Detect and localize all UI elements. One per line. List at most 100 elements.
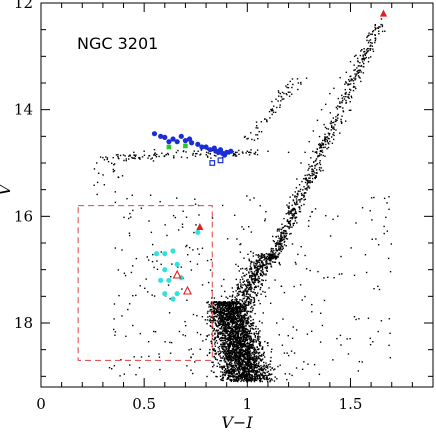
field-star [245,288,247,290]
field-star [244,317,247,320]
field-star [248,283,251,285]
field-star [232,365,234,368]
field-star [236,356,238,359]
field-star [212,348,214,350]
field-star [248,357,250,360]
field-star [286,204,288,206]
field-star [233,318,235,321]
field-star [274,254,276,256]
field-star [245,374,247,376]
field-star [147,341,150,343]
field-star [257,371,259,374]
field-star [269,379,271,382]
field-star [238,302,240,304]
field-star [226,323,229,325]
field-star [233,372,235,374]
field-star [232,305,235,307]
field-star [243,334,245,337]
field-star [243,309,246,311]
field-star [249,350,252,352]
field-star [202,340,204,342]
field-star [229,362,231,364]
field-star [337,215,339,217]
field-star [225,355,227,357]
field-star [113,163,116,165]
field-star [298,199,300,201]
field-star [249,332,251,335]
field-star [219,309,222,312]
field-star [235,365,237,368]
field-star [223,343,225,345]
field-star [225,328,227,330]
field-star [388,344,390,347]
field-star [246,150,249,152]
field-star [160,263,162,266]
field-star [221,312,224,314]
field-star [251,275,254,277]
field-star [340,118,342,121]
field-star [258,361,260,363]
field-star [288,205,290,207]
field-star [221,311,223,313]
field-star [233,371,235,373]
field-star [250,336,252,338]
field-star [341,97,343,99]
field-star [350,109,352,111]
field-star [231,294,234,296]
field-star [222,366,224,369]
field-star [246,318,248,320]
field-star [239,299,241,301]
field-star [374,38,377,40]
field-star [232,343,235,345]
field-star [248,303,250,306]
field-star [167,153,170,156]
field-star [234,313,237,315]
field-star [262,272,265,275]
field-star [262,354,265,356]
field-star [256,294,258,296]
field-star [280,250,282,253]
field-star [308,173,310,176]
field-star [236,366,238,369]
field-star [298,206,300,208]
field-star [237,356,239,359]
field-star [369,56,372,58]
field-star [220,310,222,312]
x-tick-label: 0 [36,395,46,413]
field-star [267,344,269,347]
field-star [226,314,229,316]
field-star [248,361,251,363]
field-star [260,283,262,286]
field-star [254,375,256,377]
field-star [213,329,215,331]
field-star [223,332,225,335]
field-star [234,354,236,357]
field-star [246,336,248,338]
field-star [211,308,213,311]
field-star [244,350,247,353]
field-star [227,304,229,306]
field-star [229,375,232,378]
field-star [229,331,231,334]
field-star [233,338,236,340]
field-star [225,332,227,334]
field-star [240,377,243,379]
field-star [339,102,341,105]
field-star [238,348,240,351]
field-star [256,338,259,340]
field-star [250,340,252,342]
field-star [281,242,283,245]
field-star [263,273,265,276]
field-star [229,371,232,373]
field-star [266,379,268,381]
field-star [272,240,275,242]
field-star [250,261,252,263]
field-star [214,337,216,339]
field-star [235,345,237,347]
field-star [256,279,258,281]
field-star [296,201,298,204]
field-star [314,177,316,180]
field-star [320,146,322,149]
field-star [225,356,228,358]
field-star [240,354,243,356]
